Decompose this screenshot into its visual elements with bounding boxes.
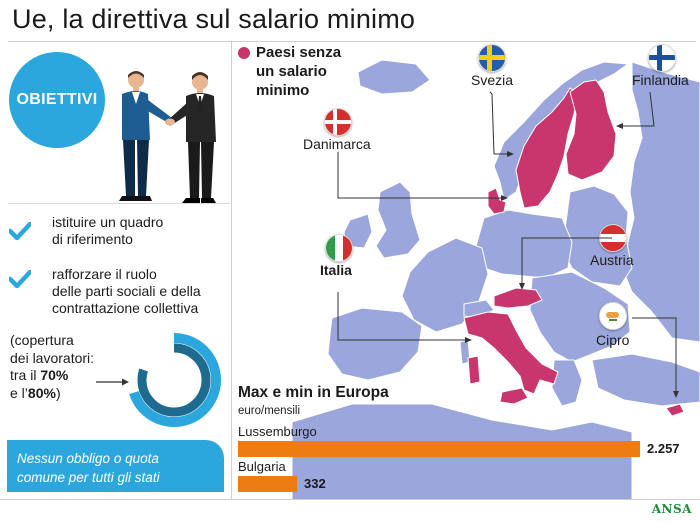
page-title: Ue, la direttiva sul salario minimo — [12, 4, 416, 34]
note-box-line2: comune per tutti gli stati — [17, 470, 160, 485]
check-icon — [9, 270, 31, 288]
note-box: Nessun obbligo o quota comune per tutti … — [7, 440, 224, 492]
objective-1: istituire un quadro di riferimento — [52, 214, 163, 248]
objective-2-line1: rafforzare il ruolo — [52, 266, 157, 282]
footer-divider — [0, 499, 700, 500]
note-box-line1: Nessun obbligo o quota — [17, 451, 159, 466]
finland-flag-icon — [648, 44, 676, 72]
objective-2-line2: delle parti sociali e della — [52, 283, 201, 299]
coverage-note-line4: e l’80%) — [10, 384, 61, 401]
bar-lussemburgo — [238, 441, 640, 457]
denmark-flag-icon — [324, 108, 352, 136]
label-finlandia: Finlandia — [632, 72, 689, 88]
bar-value-lussemburgo: 2.257 — [647, 441, 680, 456]
section-divider — [8, 203, 230, 204]
objectives-badge: OBIETTIVI — [9, 52, 105, 148]
coverage-donut-chart — [127, 333, 221, 427]
label-danimarca: Danimarca — [303, 136, 371, 152]
cyprus-flag-icon — [599, 302, 627, 330]
check-icon — [9, 222, 31, 240]
bar-label-lussemburgo: Lussemburgo — [238, 424, 317, 439]
objective-1-line2: di riferimento — [52, 231, 133, 247]
bar-value-bulgaria: 332 — [304, 476, 326, 491]
coverage-note-line1: (copertura — [10, 332, 74, 348]
bar-bulgaria — [238, 476, 297, 492]
label-italia: Italia — [320, 262, 352, 278]
objective-1-line1: istituire un quadro — [52, 214, 164, 230]
label-svezia: Svezia — [471, 72, 514, 88]
ansa-logo: ANSA — [651, 502, 692, 516]
coverage-note-line3: tra il 70% — [10, 367, 69, 383]
objective-2: rafforzare il ruolo delle parti sociali … — [52, 266, 201, 317]
coverage-note-line2: dei lavoratori: — [10, 349, 95, 366]
title-divider — [8, 41, 696, 42]
arrow-right-icon — [96, 378, 129, 386]
handshake-illustration — [119, 71, 216, 203]
bars-title: Max e min in Europa — [238, 384, 389, 401]
label-cipro: Cipro — [596, 332, 630, 348]
sweden-flag-icon — [478, 44, 506, 72]
austria-flag-icon — [599, 224, 627, 252]
objectives-badge-label: OBIETTIVI — [16, 91, 98, 108]
column-divider — [231, 42, 232, 500]
legend-label: Paesi senza un salario minimo — [256, 44, 342, 99]
objective-2-line3: contrattazione collettiva — [52, 300, 199, 316]
bars-unit: euro/mensili — [238, 405, 300, 417]
coverage-note: (copertura dei lavoratori: tra il 70% e … — [10, 332, 120, 402]
bar-label-bulgaria: Bulgaria — [238, 459, 286, 474]
legend-swatch — [238, 47, 250, 59]
italy-flag-icon — [325, 234, 353, 262]
label-austria: Austria — [590, 252, 634, 268]
